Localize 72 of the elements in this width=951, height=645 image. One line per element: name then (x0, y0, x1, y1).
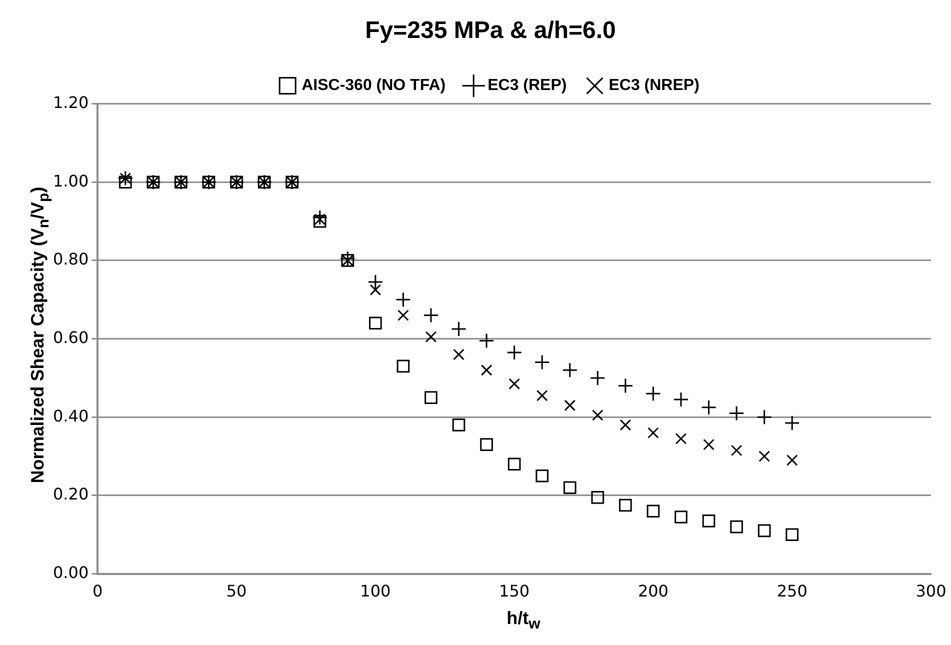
y-tick-label: 1.00 (53, 171, 89, 190)
x-tick-label: 50 (226, 582, 247, 601)
point (758, 524, 771, 538)
point (534, 354, 550, 370)
point (478, 333, 494, 349)
point (674, 510, 688, 524)
point (673, 392, 689, 408)
point (369, 316, 382, 330)
point (480, 364, 492, 376)
point (508, 378, 520, 390)
legend-label: EC3 (REP) (488, 77, 567, 94)
point (452, 418, 466, 432)
y-tick-label: 0.40 (53, 406, 89, 426)
point (340, 250, 356, 266)
point (370, 284, 382, 296)
point (562, 362, 578, 378)
point (397, 310, 409, 321)
point (425, 331, 437, 343)
y-tick-label: 0.80 (53, 250, 89, 269)
point (702, 514, 716, 528)
point (396, 360, 410, 373)
point (395, 292, 411, 308)
legend-label: EC3 (NREP) (608, 77, 700, 94)
point (645, 386, 661, 402)
point (756, 409, 772, 425)
point (314, 214, 326, 226)
point (591, 491, 604, 504)
x-tick-label: 300 (916, 582, 946, 601)
x-tick-label: 200 (638, 582, 668, 601)
point (730, 520, 743, 534)
point (675, 432, 687, 444)
point (590, 370, 606, 386)
x-tick-label: 150 (499, 582, 530, 601)
point (646, 504, 660, 518)
legend-label: AISC-360 (NO TFA) (302, 77, 446, 94)
point (536, 390, 548, 402)
point (312, 210, 328, 226)
point (620, 419, 632, 431)
point (536, 469, 548, 482)
x-tick-label: 0 (92, 582, 103, 601)
y-tick-label: 0.60 (53, 328, 89, 347)
point (728, 405, 744, 421)
point (784, 415, 800, 431)
point (592, 409, 604, 421)
point (758, 450, 770, 462)
point (119, 176, 132, 189)
chart-title: Fy=235 MPa & a/h=6.0 (365, 17, 616, 44)
x-tick-label: 250 (776, 582, 808, 601)
point (508, 458, 521, 471)
point (618, 378, 634, 394)
point (424, 391, 438, 404)
x-tick-label: 100 (360, 582, 391, 601)
point (480, 438, 493, 451)
y-tick-label: 0.00 (53, 562, 89, 582)
point (564, 400, 576, 412)
point (730, 444, 742, 456)
y-tick-label: 1.20 (53, 92, 89, 112)
point (423, 308, 439, 324)
point (703, 438, 714, 450)
point (619, 498, 632, 512)
point (786, 454, 798, 466)
point (451, 321, 467, 337)
point (786, 528, 799, 542)
point (313, 214, 326, 228)
point (506, 344, 522, 360)
point (701, 400, 717, 416)
y-tick-label: 0.20 (53, 484, 89, 504)
point (648, 427, 659, 438)
x-axis-title: h/t$_{w}$ (506, 608, 542, 633)
point (563, 481, 576, 494)
point (453, 348, 464, 360)
point (368, 274, 384, 290)
